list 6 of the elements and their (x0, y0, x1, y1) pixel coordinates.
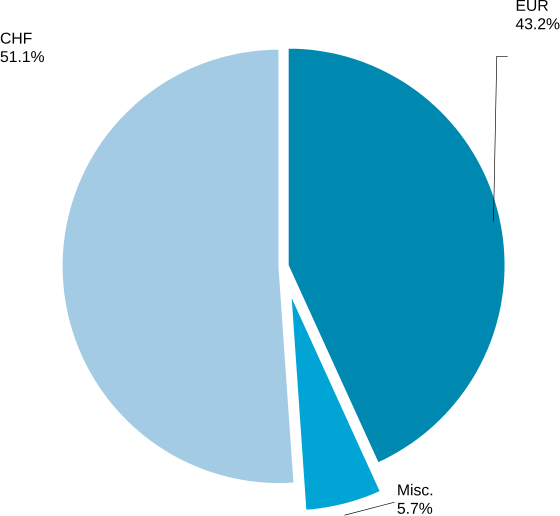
data-label: 51.1% (0, 51, 44, 62)
slice-label: Misc. (398, 484, 432, 496)
slice-label: EUR (516, 0, 548, 12)
data-label: 5.7% (398, 503, 432, 514)
data-label: 43.2% (516, 18, 560, 30)
slice-label: CHF (0, 32, 32, 44)
